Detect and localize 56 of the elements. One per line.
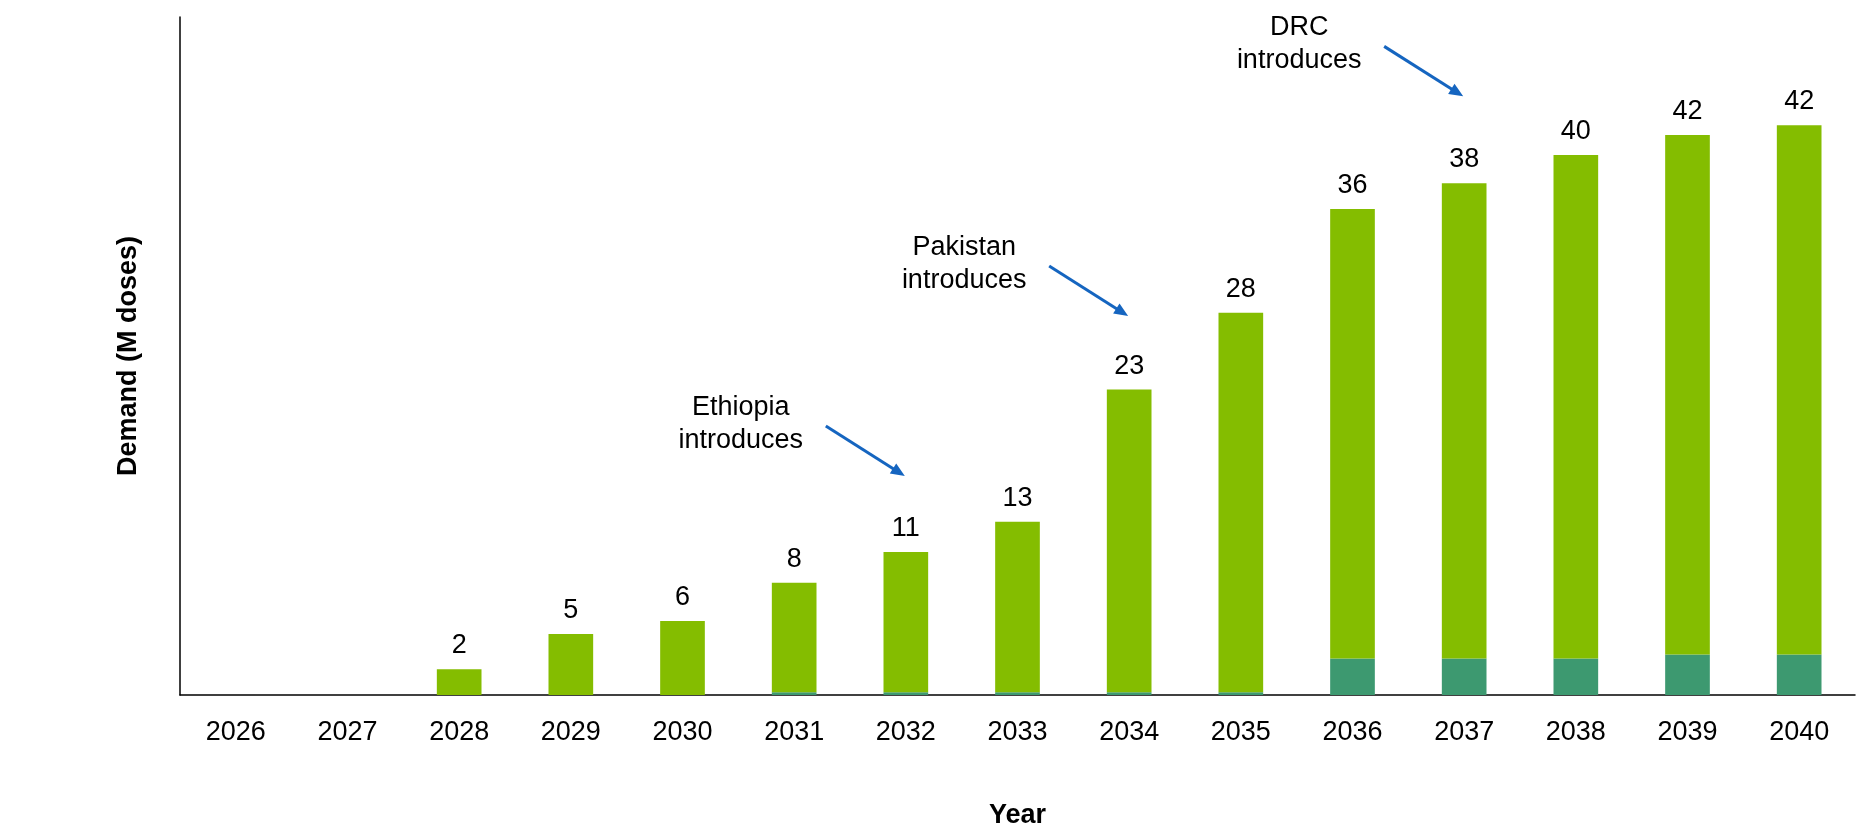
annotation: Ethiopia introduces xyxy=(678,391,804,455)
x-tick-label: 2027 xyxy=(317,715,378,746)
bar xyxy=(995,521,1040,693)
annotation: 11 xyxy=(891,511,920,542)
annotation: 23 xyxy=(1114,349,1145,380)
annotation: 28 xyxy=(1225,272,1256,303)
bar xyxy=(1106,389,1152,693)
x-tick-label: 2032 xyxy=(875,715,936,746)
x-tick-label: 2036 xyxy=(1322,715,1383,746)
bar xyxy=(771,582,817,693)
bar xyxy=(1553,154,1599,659)
annotation: Pakistan introduces xyxy=(901,231,1027,295)
annotation: 5 xyxy=(563,594,579,625)
bar xyxy=(1106,692,1152,695)
bar xyxy=(1776,125,1822,655)
bar xyxy=(1218,312,1264,693)
y-axis-title: Demand (M doses) xyxy=(111,235,142,477)
x-tick-label: 2039 xyxy=(1657,715,1718,746)
annotation: 13 xyxy=(1002,481,1033,512)
annotation: 36 xyxy=(1337,169,1368,200)
bar xyxy=(1665,134,1710,655)
x-tick-label: 2035 xyxy=(1210,715,1271,746)
x-tick-label: 2038 xyxy=(1545,715,1606,746)
x-tick-label: 2030 xyxy=(652,715,713,746)
bar xyxy=(995,692,1040,695)
x-tick-label: 2031 xyxy=(764,715,825,746)
bar xyxy=(883,692,929,695)
bar xyxy=(436,669,482,695)
bar xyxy=(1441,658,1487,695)
annotation: 40 xyxy=(1560,114,1591,145)
x-tick-label: 2040 xyxy=(1769,715,1830,746)
bar xyxy=(1330,209,1375,659)
bar xyxy=(771,692,817,695)
bar xyxy=(1441,183,1487,659)
bar xyxy=(1665,654,1710,695)
text: DRC introduces xyxy=(1236,11,1362,75)
bar xyxy=(1218,692,1264,695)
bar xyxy=(1553,658,1599,695)
bar xyxy=(1330,658,1375,695)
x-tick-label: 2028 xyxy=(429,715,490,746)
bar xyxy=(883,551,929,693)
annotation: 42 xyxy=(1784,85,1815,116)
bar xyxy=(1776,654,1822,695)
x-tick-label: 2034 xyxy=(1099,715,1160,746)
annotation: 38 xyxy=(1449,143,1480,174)
annotation: 8 xyxy=(786,542,802,573)
bar xyxy=(548,634,594,695)
annotation: 2 xyxy=(451,629,467,660)
x-tick-label: 2037 xyxy=(1434,715,1495,746)
x-tick-label: 2033 xyxy=(987,715,1048,746)
annotation: 42 xyxy=(1672,94,1703,125)
x-axis-title: Year xyxy=(988,798,1047,829)
bar xyxy=(660,620,705,695)
x-tick-label: 2029 xyxy=(540,715,601,746)
annotation: 6 xyxy=(674,580,691,611)
x-tick-label: 2026 xyxy=(205,715,266,746)
